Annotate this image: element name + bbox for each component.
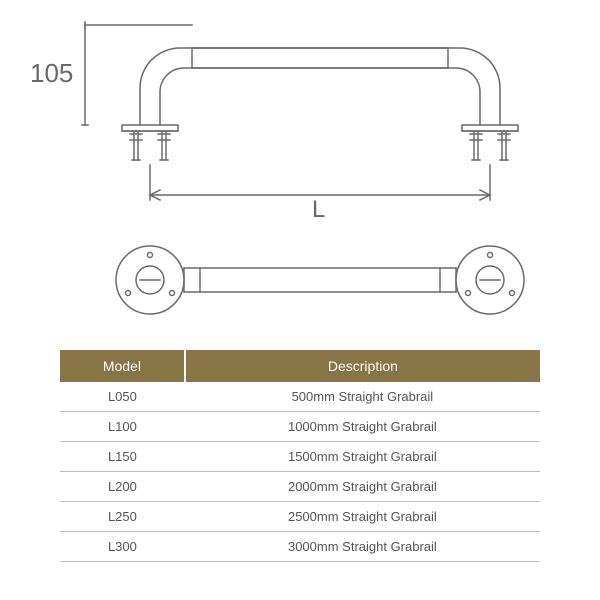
table-cell: 3000mm Straight Grabrail: [185, 532, 540, 562]
table-cell: 1000mm Straight Grabrail: [185, 412, 540, 442]
table-row: L3003000mm Straight Grabrail: [60, 532, 540, 562]
spec-table-container: Model Description L050500mm Straight Gra…: [60, 350, 540, 562]
drawing-svg: [0, 0, 600, 340]
col-header-description: Description: [185, 350, 540, 382]
page: 105 L Model Description L050500mm Straig…: [0, 0, 600, 600]
spec-table: Model Description L050500mm Straight Gra…: [60, 350, 540, 562]
table-cell: 1500mm Straight Grabrail: [185, 442, 540, 472]
table-row: L1501500mm Straight Grabrail: [60, 442, 540, 472]
table-cell: L300: [60, 532, 185, 562]
technical-drawings: 105 L: [0, 0, 600, 340]
table-cell: L050: [60, 382, 185, 412]
dim-height-label: 105: [30, 58, 73, 89]
table-cell: L200: [60, 472, 185, 502]
table-cell: 2000mm Straight Grabrail: [185, 472, 540, 502]
table-cell: L150: [60, 442, 185, 472]
table-row: L1001000mm Straight Grabrail: [60, 412, 540, 442]
table-cell: 500mm Straight Grabrail: [185, 382, 540, 412]
table-cell: L100: [60, 412, 185, 442]
table-cell: 2500mm Straight Grabrail: [185, 502, 540, 532]
table-header-row: Model Description: [60, 350, 540, 382]
table-row: L050500mm Straight Grabrail: [60, 382, 540, 412]
col-header-model: Model: [60, 350, 185, 382]
table-row: L2502500mm Straight Grabrail: [60, 502, 540, 532]
table-cell: L250: [60, 502, 185, 532]
table-row: L2002000mm Straight Grabrail: [60, 472, 540, 502]
dim-length-label: L: [312, 196, 325, 224]
